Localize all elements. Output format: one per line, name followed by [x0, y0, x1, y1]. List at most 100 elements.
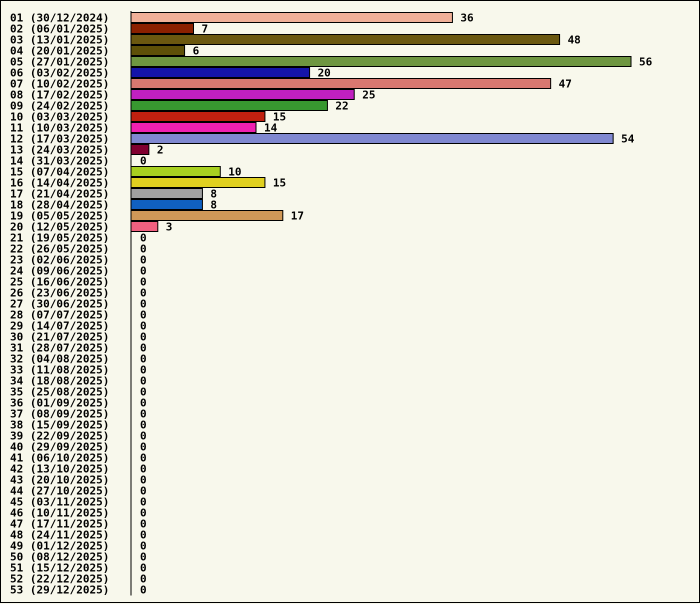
- bar-value-label: 0: [140, 452, 147, 465]
- y-tick-label: 11 (10/03/2025): [10, 122, 109, 135]
- bar: [130, 89, 355, 100]
- bar-value-label: 0: [140, 265, 147, 278]
- y-tick-label: 47 (17/11/2025): [10, 518, 109, 531]
- bar-value-label: 0: [140, 232, 147, 245]
- bar: [130, 177, 266, 188]
- y-tick-label: 08 (17/02/2025): [10, 89, 109, 102]
- y-tick-label: 41 (06/10/2025): [10, 452, 109, 465]
- bar: [130, 100, 328, 111]
- bar-value-label: 10: [228, 166, 241, 179]
- bar-value-label: 15: [273, 177, 286, 190]
- bar-value-label: 20: [318, 67, 331, 80]
- bar-value-label: 0: [140, 320, 147, 333]
- bar-value-label: 17: [291, 210, 304, 223]
- bar-value-label: 22: [335, 100, 348, 113]
- y-tick-label: 36 (01/09/2025): [10, 397, 109, 410]
- y-tick-label: 43 (20/10/2025): [10, 474, 109, 487]
- y-tick-label: 10 (03/03/2025): [10, 111, 109, 124]
- bar-value-label: 0: [140, 540, 147, 553]
- y-tick-label: 31 (28/07/2025): [10, 342, 109, 355]
- bar-value-label: 56: [639, 56, 653, 69]
- y-tick-label: 34 (18/08/2025): [10, 375, 109, 388]
- bar-value-label: 0: [140, 287, 147, 300]
- bar-value-label: 25: [362, 89, 375, 102]
- bar-value-label: 0: [140, 342, 147, 355]
- bar: [130, 122, 257, 133]
- bar-value-label: 0: [140, 254, 147, 267]
- bar-value-label: 0: [140, 562, 147, 575]
- y-tick-label: 29 (14/07/2025): [10, 320, 109, 333]
- y-tick-label: 50 (08/12/2025): [10, 551, 109, 564]
- bar-value-label: 0: [140, 243, 147, 256]
- bar-value-label: 0: [140, 386, 147, 399]
- y-tick-label: 22 (26/05/2025): [10, 243, 109, 256]
- y-tick-label: 35 (25/08/2025): [10, 386, 109, 399]
- y-tick-label: 32 (04/08/2025): [10, 353, 109, 366]
- y-tick-label: 20 (12/05/2025): [10, 221, 109, 234]
- y-tick-label: 49 (01/12/2025): [10, 540, 109, 553]
- bar: [130, 34, 561, 45]
- y-tick-label: 52 (22/12/2025): [10, 573, 109, 586]
- bar-value-label: 0: [140, 507, 147, 520]
- y-tick-label: 04 (20/01/2025): [10, 45, 109, 58]
- y-tick-label: 39 (22/09/2025): [10, 430, 109, 443]
- y-tick-label: 16 (14/04/2025): [10, 177, 109, 190]
- bar-value-label: 0: [140, 529, 147, 542]
- y-tick-label: 45 (03/11/2025): [10, 496, 109, 509]
- bar: [130, 210, 284, 221]
- y-tick-label: 51 (15/12/2025): [10, 562, 109, 575]
- bar: [130, 199, 203, 210]
- bar-value-label: 14: [264, 122, 278, 135]
- bar-value-label: 0: [140, 375, 147, 388]
- y-tick-label: 25 (16/06/2025): [10, 276, 109, 289]
- bar-value-label: 0: [140, 155, 147, 168]
- bar-value-label: 0: [140, 551, 147, 564]
- bar: [130, 67, 311, 78]
- bar-value-label: 0: [140, 276, 147, 289]
- y-tick-label: 17 (21/04/2025): [10, 188, 109, 201]
- y-tick-label: 02 (06/01/2025): [10, 23, 109, 36]
- bar: [130, 56, 632, 67]
- bar-value-label: 0: [140, 364, 147, 377]
- bar-value-label: 0: [140, 573, 147, 586]
- bar-value-label: 47: [559, 78, 572, 91]
- y-tick-label: 33 (11/08/2025): [10, 364, 109, 377]
- y-tick-label: 44 (27/10/2025): [10, 485, 109, 498]
- y-tick-label: 05 (27/01/2025): [10, 56, 109, 69]
- bar-value-label: 6: [193, 45, 200, 58]
- bar-value-label: 36: [460, 12, 474, 25]
- bar-value-label: 0: [140, 496, 147, 509]
- bar-value-label: 0: [140, 441, 147, 454]
- bar: [130, 144, 150, 155]
- y-tick-label: 46 (10/11/2025): [10, 507, 109, 520]
- bar-value-label: 0: [140, 298, 147, 311]
- y-tick-label: 09 (24/02/2025): [10, 100, 109, 113]
- y-tick-label: 40 (29/09/2025): [10, 441, 109, 454]
- bar-value-label: 8: [210, 188, 217, 201]
- bar-value-label: 48: [568, 34, 581, 47]
- y-tick-label: 27 (30/06/2025): [10, 298, 109, 311]
- y-tick-label: 53 (29/12/2025): [10, 584, 109, 597]
- bar-value-label: 0: [140, 331, 147, 344]
- bar: [130, 188, 203, 199]
- bar: [130, 45, 186, 56]
- y-tick-label: 24 (09/06/2025): [10, 265, 109, 278]
- y-tick-label: 15 (07/04/2025): [10, 166, 109, 179]
- y-tick-label: 21 (19/05/2025): [10, 232, 109, 245]
- y-tick-label: 06 (03/02/2025): [10, 67, 109, 80]
- y-tick-label: 18 (28/04/2025): [10, 199, 109, 212]
- y-tick-label: 28 (07/07/2025): [10, 309, 109, 322]
- y-tick-label: 12 (17/03/2025): [10, 133, 109, 146]
- y-tick-label: 30 (21/07/2025): [10, 331, 109, 344]
- bar-value-label: 0: [140, 353, 147, 366]
- y-tick-label: 19 (05/05/2025): [10, 210, 109, 223]
- bar-value-label: 0: [140, 419, 147, 432]
- y-tick-label: 14 (31/03/2025): [10, 155, 109, 168]
- bar: [130, 111, 266, 122]
- y-tick-label: 37 (08/09/2025): [10, 408, 109, 421]
- y-tick-label: 38 (15/09/2025): [10, 419, 109, 432]
- y-tick-label: 13 (24/03/2025): [10, 144, 109, 157]
- bar-value-label: 2: [157, 144, 164, 157]
- bar-value-label: 15: [273, 111, 286, 124]
